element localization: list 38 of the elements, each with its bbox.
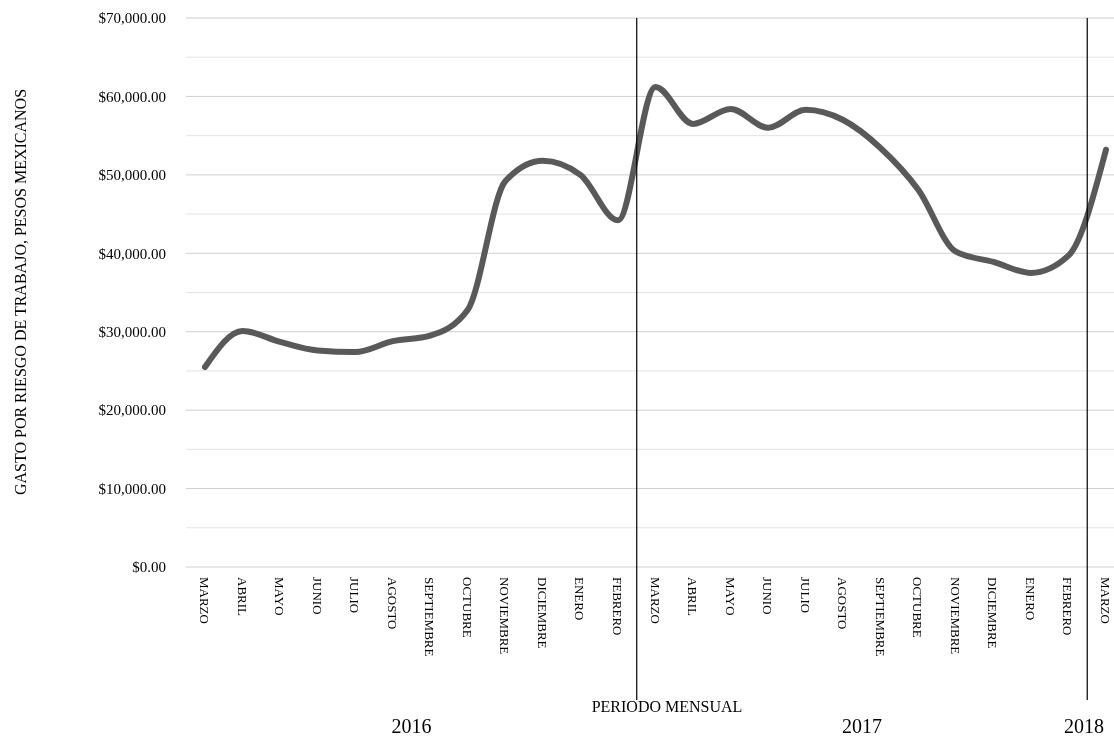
x-tick-label: ENERO — [572, 577, 588, 621]
text: 2017 — [841, 715, 882, 737]
x-tick-label: ENERO — [1022, 577, 1038, 621]
x-tick-label: MARZO — [197, 577, 212, 624]
y-tick-label: $30,000.00 — [98, 323, 166, 340]
y-tick-label: $40,000.00 — [98, 245, 166, 262]
x-tick-label: JUNIO — [760, 577, 776, 615]
x-tick-label: ABRIL — [685, 577, 701, 617]
text: 2016 — [391, 715, 432, 737]
x-tick-label: ABRIL — [234, 577, 250, 617]
x-tick-label: JUNIO — [309, 577, 325, 615]
y-tick-label: $50,000.00 — [98, 167, 166, 184]
x-tick-label: MARZO — [1098, 577, 1113, 624]
x-tick-label: NOVIEMBRE — [497, 577, 513, 655]
x-axis-title: PERIODO MENSUAL — [591, 698, 743, 715]
x-tick-label: MAYO — [722, 577, 738, 616]
y-tick-label: $20,000.00 — [98, 402, 166, 419]
x-tick-label: OCTUBRE — [459, 577, 475, 638]
x-tick-label: DICIEMBRE — [534, 577, 550, 649]
x-tick-label: MARZO — [647, 577, 663, 624]
x-tick-label: JULIO — [347, 577, 363, 614]
x-tick-label: JULIO — [797, 577, 813, 614]
x-tick-label: FEBRERO — [609, 577, 625, 636]
x-tick-label: AGOSTO — [835, 577, 851, 630]
x-tick-label: MAYO — [272, 577, 288, 616]
y-axis-title: GASTO POR RIESGO DE TRABAJO, PESOS MEXICANOS — [12, 88, 29, 496]
x-tick-label: FEBRERO — [1060, 577, 1076, 636]
y-tick-label: $10,000.00 — [98, 480, 166, 497]
x-tick-label: SEPTIEMBRE — [872, 577, 888, 657]
text: 2018 — [1064, 715, 1104, 737]
x-tick-label: DICIEMBRE — [985, 577, 1001, 649]
x-tick-label: OCTUBRE — [910, 577, 926, 638]
x-tick-label: SEPTIEMBRE — [422, 577, 438, 657]
x-tick-label: NOVIEMBRE — [947, 577, 963, 655]
y-tick-label: $70,000.00 — [98, 10, 166, 27]
x-tick-label: AGOSTO — [384, 577, 400, 630]
y-tick-label: $0.00 — [132, 559, 166, 576]
y-tick-label: $60,000.00 — [98, 88, 166, 105]
